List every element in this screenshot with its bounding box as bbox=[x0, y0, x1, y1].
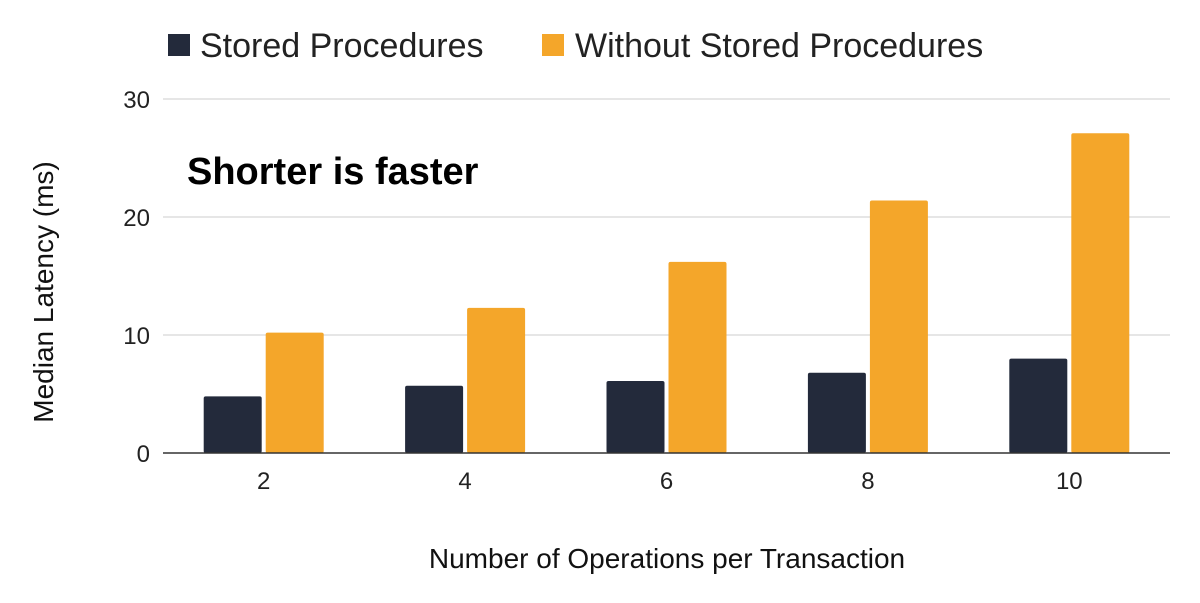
bar-without-stored-procedures-8 bbox=[869, 200, 928, 453]
chart-annotation: Shorter is faster bbox=[187, 151, 479, 193]
y-tick-labels: 0 10 20 30 bbox=[123, 87, 150, 468]
bar-stored-procedures-10 bbox=[1009, 358, 1068, 453]
y-tick-label: 30 bbox=[123, 87, 150, 114]
y-axis-title: Median Latency (ms) bbox=[28, 161, 59, 422]
bar-stored-procedures-2 bbox=[203, 396, 262, 453]
bar-stored-procedures-8 bbox=[807, 372, 866, 453]
bar-without-stored-procedures-10 bbox=[1071, 133, 1130, 453]
bar-without-stored-procedures-6 bbox=[668, 261, 727, 453]
legend: Stored Procedures Without Stored Procedu… bbox=[168, 27, 983, 65]
x-tick-label: 2 bbox=[257, 468, 270, 495]
bar-stored-procedures-6 bbox=[606, 381, 665, 453]
bar-stored-procedures-4 bbox=[405, 385, 464, 453]
x-tick-label: 8 bbox=[861, 468, 874, 495]
x-tick-label: 6 bbox=[660, 468, 673, 495]
bar-without-stored-procedures-4 bbox=[467, 307, 526, 453]
bar-without-stored-procedures-2 bbox=[265, 332, 324, 453]
x-tick-label: 4 bbox=[458, 468, 471, 495]
x-tick-labels: 2 4 6 8 10 bbox=[257, 468, 1083, 495]
legend-label-without-stored-procedures: Without Stored Procedures bbox=[575, 27, 983, 65]
x-tick-label: 10 bbox=[1056, 468, 1083, 495]
legend-swatch-stored-procedures bbox=[168, 34, 190, 56]
legend-label-stored-procedures: Stored Procedures bbox=[200, 27, 484, 65]
legend-swatch-without-stored-procedures bbox=[542, 34, 564, 56]
y-tick-label: 20 bbox=[123, 205, 150, 232]
gridlines bbox=[163, 98, 1170, 336]
x-axis-title: Number of Operations per Transaction bbox=[429, 543, 905, 574]
y-tick-label: 10 bbox=[123, 323, 150, 350]
y-tick-label: 0 bbox=[137, 441, 150, 468]
bars bbox=[203, 133, 1130, 453]
